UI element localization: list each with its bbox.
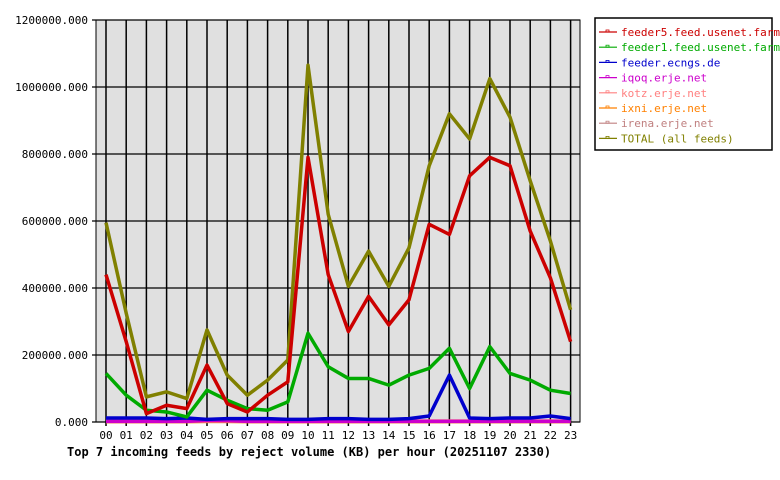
- series-line: [104, 155, 573, 416]
- legend-label: iqoq.erje.net: [621, 72, 707, 85]
- x-tick-label: 04: [180, 429, 194, 442]
- x-tick-label: 16: [423, 429, 436, 442]
- series-line: [106, 373, 571, 422]
- x-tick-label: 11: [322, 429, 335, 442]
- x-tick-label: 22: [544, 429, 557, 442]
- y-tick-label: 1200000.000: [15, 14, 88, 27]
- legend-label: feeder.ecngs.de: [621, 56, 720, 69]
- x-tick-label: 08: [261, 429, 274, 442]
- legend-marker: [605, 105, 610, 109]
- legend-box: [594, 17, 773, 151]
- x-tick-label: 05: [200, 429, 213, 442]
- x-tick-label: 07: [241, 429, 254, 442]
- x-tick-label: 17: [443, 429, 456, 442]
- x-tick-label: 06: [221, 429, 234, 442]
- x-tick-label: 18: [463, 429, 476, 442]
- x-tick-label: 10: [301, 429, 314, 442]
- legend-marker: [605, 120, 610, 124]
- chart-title: Top 7 incoming feeds by reject volume (K…: [67, 445, 551, 459]
- y-tick-label: 1000000.000: [15, 81, 88, 94]
- y-tick-label: 0.000: [55, 416, 88, 429]
- x-tick-label: 09: [281, 429, 294, 442]
- legend-label: TOTAL (all feeds): [621, 132, 734, 145]
- x-tick-label: 13: [362, 429, 375, 442]
- legend-label: irena.erje.net: [621, 117, 714, 130]
- x-tick-label: 23: [564, 429, 577, 442]
- x-tick-label: 02: [140, 429, 153, 442]
- x-tick-label: 15: [402, 429, 415, 442]
- x-tick-label: 01: [120, 429, 133, 442]
- legend-marker: [605, 90, 610, 94]
- legend-marker: [605, 60, 610, 63]
- series-line: [104, 331, 571, 419]
- x-tick-label: 14: [382, 429, 396, 442]
- x-tick-label: 12: [342, 429, 355, 442]
- legend-label: feeder5.feed.usenet.farm: [621, 26, 780, 39]
- x-tick-label: 19: [483, 429, 496, 442]
- legend-label: feeder1.feed.usenet.farm: [621, 41, 780, 54]
- legend-marker: [605, 75, 610, 78]
- x-tick-label: 20: [503, 429, 516, 442]
- series-line: [106, 418, 571, 424]
- legend-marker: [605, 29, 610, 33]
- y-tick-label: 800000.000: [22, 148, 88, 161]
- series-line: [104, 63, 573, 401]
- x-tick-label: 03: [160, 429, 173, 442]
- y-tick-label: 200000.000: [22, 349, 88, 362]
- legend-label: ixni.erje.net: [621, 102, 707, 115]
- y-tick-label: 600000.000: [22, 215, 88, 228]
- legend-marker: [605, 44, 610, 48]
- x-tick-label: 21: [524, 429, 537, 442]
- y-tick-label: 400000.000: [22, 282, 88, 295]
- x-tick-label: 00: [99, 429, 112, 442]
- legend-label: kotz.erje.net: [621, 87, 707, 100]
- legend-marker: [605, 135, 610, 139]
